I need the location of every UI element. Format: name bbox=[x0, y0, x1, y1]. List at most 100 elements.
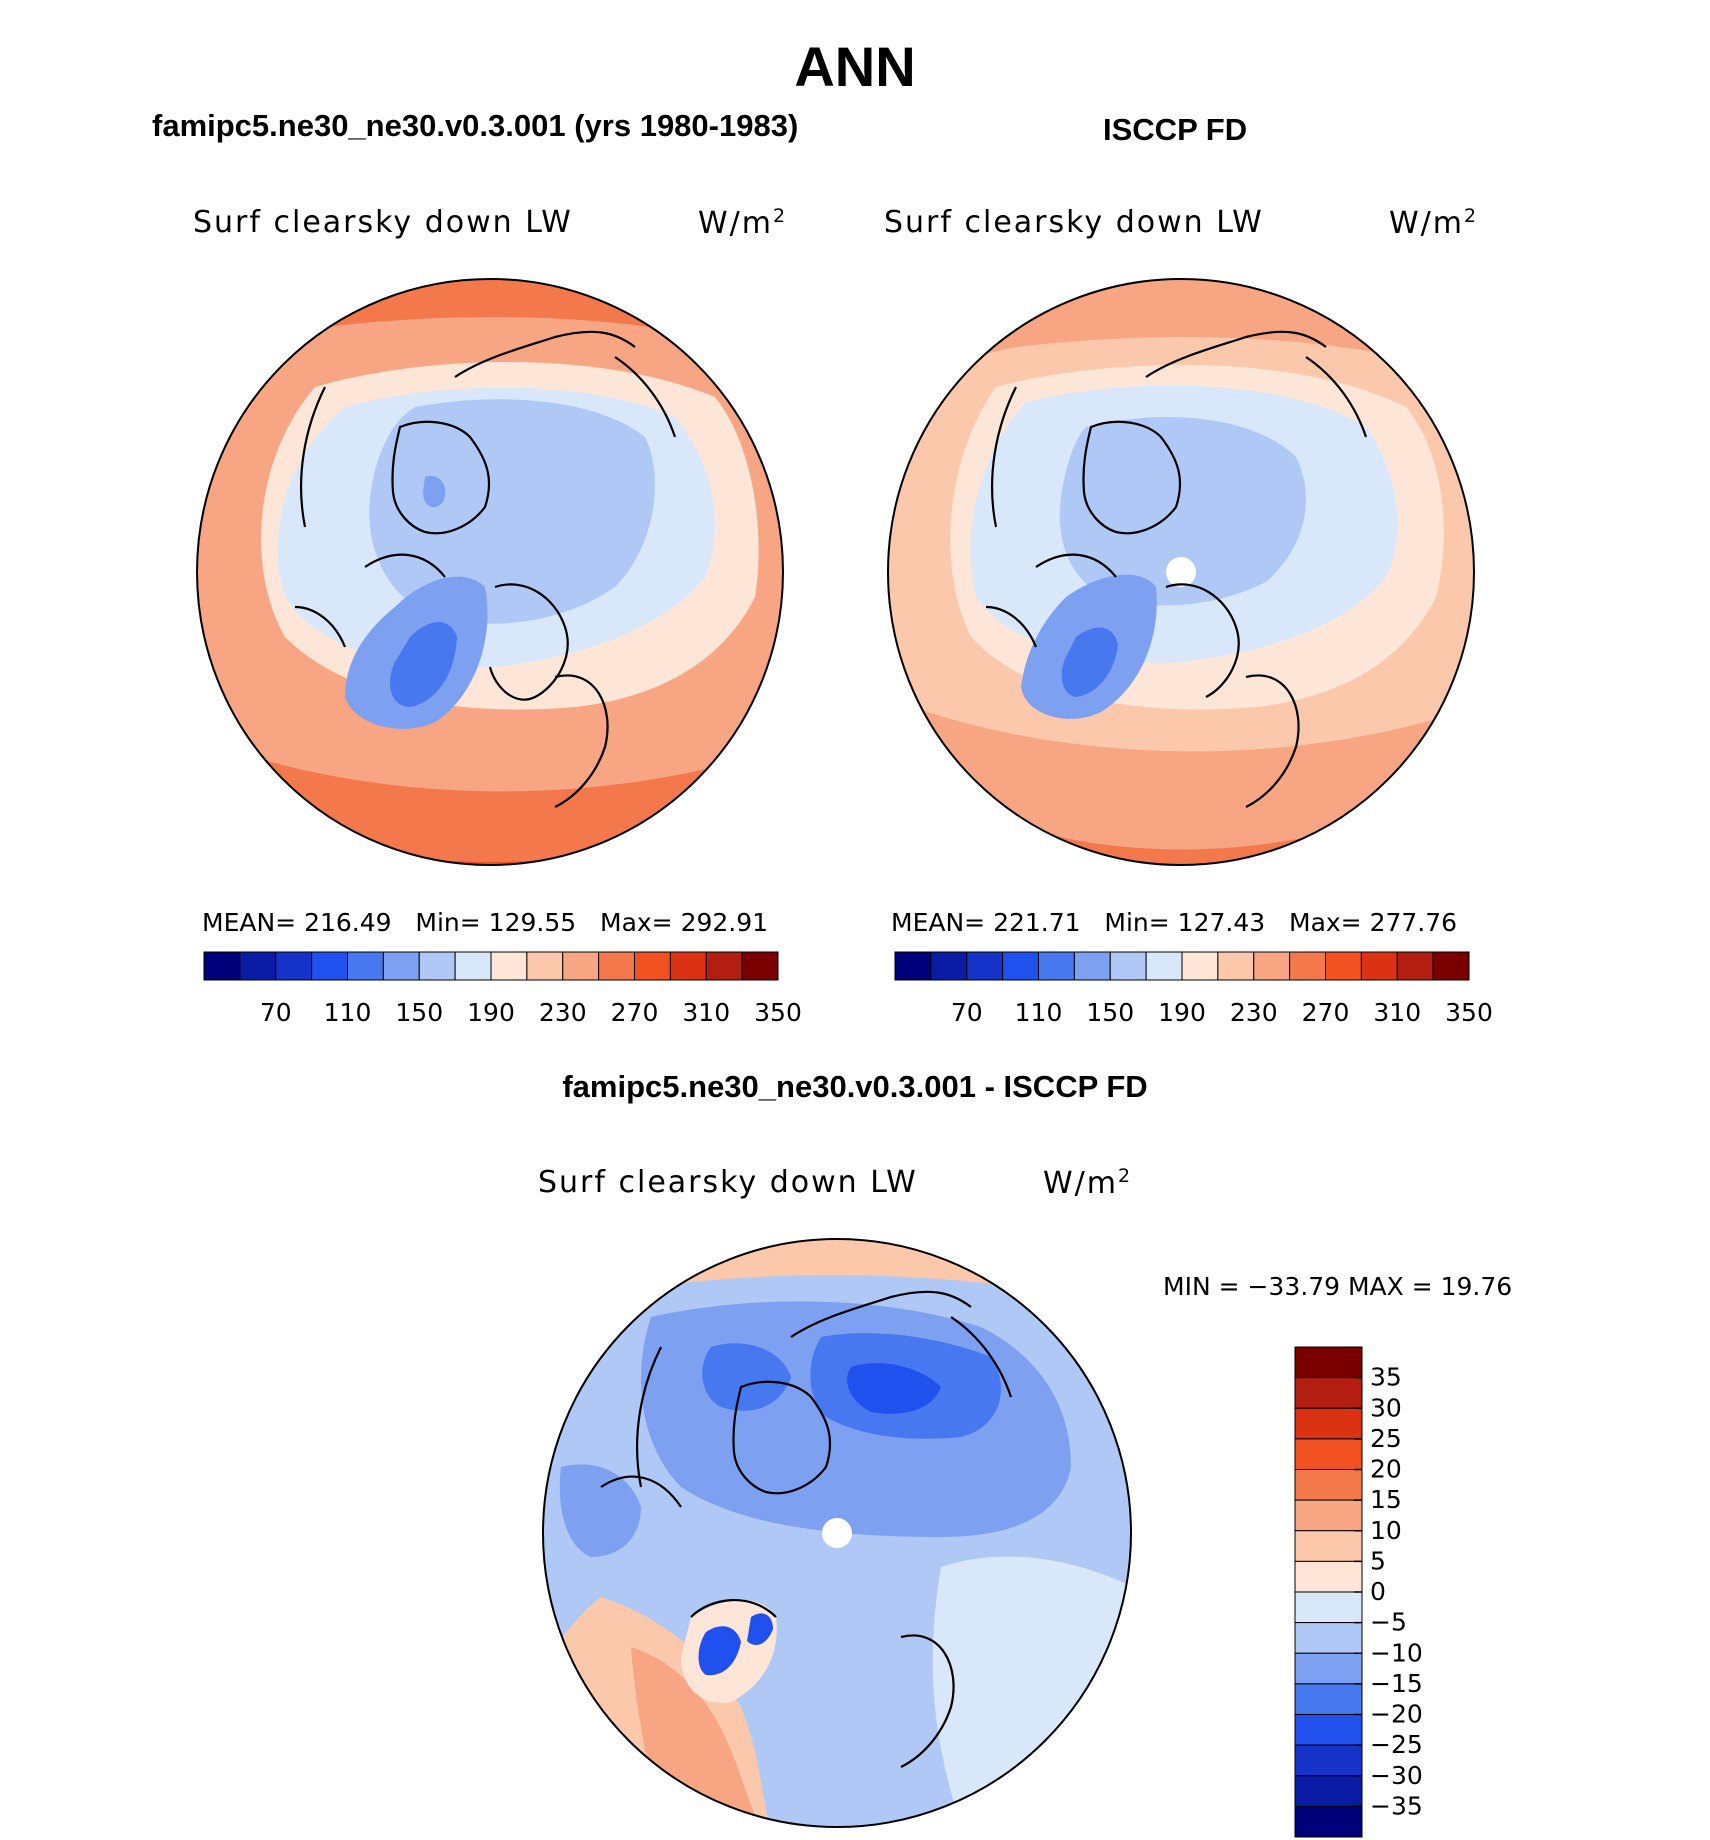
obs-colorbar-label: 190 bbox=[1158, 998, 1206, 1027]
diff-colorbar-swatch bbox=[1294, 1438, 1363, 1470]
diff-colorbar-label: 35 bbox=[1370, 1363, 1402, 1392]
diff-colorbar-swatch bbox=[1294, 1714, 1363, 1746]
diff-colorbar-label: −20 bbox=[1370, 1700, 1423, 1729]
diff-polar-map bbox=[542, 1238, 1132, 1828]
model-colorbar-label: 150 bbox=[395, 998, 443, 1027]
diff-colorbar-label: −5 bbox=[1370, 1608, 1407, 1637]
diff-panel-header: famipc5.ne30_ne30.v0.3.001 - ISCCP FD bbox=[562, 1069, 1148, 1104]
obs-colorbar-label: 270 bbox=[1302, 998, 1350, 1027]
model-colorbar-swatch bbox=[490, 951, 528, 981]
diff-colorbar-swatch bbox=[1294, 1622, 1363, 1654]
model-colorbar-swatch bbox=[203, 951, 241, 981]
model-units-label: W/m2 bbox=[698, 205, 788, 241]
diff-colorbar-label: 15 bbox=[1370, 1485, 1402, 1514]
model-polar-map bbox=[196, 278, 784, 866]
diff-colorbar-label: −35 bbox=[1370, 1791, 1423, 1820]
model-colorbar-label: 350 bbox=[754, 998, 802, 1027]
diff-colorbar-swatch bbox=[1294, 1560, 1363, 1593]
diff-colorbar-swatch bbox=[1294, 1469, 1363, 1501]
diff-variable-label: Surf clearsky down LW bbox=[538, 1165, 918, 1200]
model-colorbar-label: 310 bbox=[682, 998, 730, 1027]
model-variable-label: Surf clearsky down LW bbox=[193, 205, 573, 240]
obs-colorbar-swatch bbox=[1253, 951, 1291, 981]
obs-colorbar-swatch bbox=[1396, 951, 1434, 981]
diff-colorbar-label: −15 bbox=[1370, 1669, 1423, 1698]
model-colorbar-swatch bbox=[741, 951, 779, 981]
obs-units-label: W/m2 bbox=[1389, 205, 1479, 241]
obs-colorbar: 70 110 150 190 230 270 310 350 bbox=[894, 951, 1493, 1027]
diff-stats: MIN = −33.79 MAX = 19.76 bbox=[1163, 1272, 1513, 1301]
obs-colorbar-swatch bbox=[1073, 951, 1111, 981]
model-min: 129.55 bbox=[488, 908, 577, 937]
obs-colorbar-label: 350 bbox=[1445, 998, 1493, 1027]
obs-colorbar-swatch bbox=[1325, 951, 1362, 981]
diff-colorbar-swatch bbox=[1294, 1377, 1363, 1409]
obs-colorbar-swatch bbox=[1360, 951, 1398, 981]
model-max: 292.91 bbox=[680, 908, 769, 937]
obs-variable-label: Surf clearsky down LW bbox=[884, 205, 1264, 240]
obs-colorbar-label: 230 bbox=[1230, 998, 1278, 1027]
diff-colorbar-swatch bbox=[1294, 1407, 1363, 1440]
model-colorbar-swatch bbox=[275, 951, 313, 981]
diff-colorbar-swatch bbox=[1294, 1683, 1363, 1715]
model-colorbar-label: 70 bbox=[260, 998, 292, 1027]
diff-colorbar-label: 20 bbox=[1370, 1455, 1402, 1484]
obs-colorbar-swatch bbox=[1109, 951, 1147, 981]
diff-colorbar-swatch bbox=[1294, 1499, 1363, 1532]
obs-colorbar-swatch bbox=[1181, 951, 1219, 981]
model-colorbar-swatch bbox=[347, 951, 384, 981]
obs-colorbar-swatch bbox=[1002, 951, 1039, 981]
diff-colorbar-swatch bbox=[1294, 1346, 1363, 1379]
diff-colorbar-label: 0 bbox=[1370, 1577, 1386, 1606]
model-colorbar-swatch bbox=[705, 951, 743, 981]
obs-colorbar-swatch bbox=[1289, 951, 1326, 981]
diff-colorbar-label: 5 bbox=[1370, 1546, 1386, 1575]
diff-colorbar-label: 25 bbox=[1370, 1424, 1402, 1453]
model-colorbar-swatch bbox=[634, 951, 671, 981]
obs-colorbar-swatch bbox=[1038, 951, 1075, 981]
diff-colorbar-swatch bbox=[1294, 1530, 1363, 1562]
diff-units-label: W/m2 bbox=[1043, 1165, 1133, 1201]
model-colorbar-swatch bbox=[669, 951, 707, 981]
obs-colorbar-swatch bbox=[1432, 951, 1470, 981]
obs-colorbar-swatch bbox=[930, 951, 968, 981]
model-mean: 216.49 bbox=[304, 908, 392, 937]
obs-panel-header: ISCCP FD bbox=[1103, 112, 1248, 147]
obs-polar-map bbox=[887, 278, 1475, 866]
model-colorbar-label: 190 bbox=[467, 998, 515, 1027]
model-colorbar-label: 270 bbox=[611, 998, 659, 1027]
model-colorbar-swatch bbox=[454, 951, 492, 981]
model-colorbar-label: 230 bbox=[539, 998, 587, 1027]
model-colorbar-swatch bbox=[562, 951, 600, 981]
diff-colorbar-label: 30 bbox=[1370, 1393, 1402, 1422]
obs-colorbar-label: 110 bbox=[1015, 998, 1063, 1027]
obs-max: 277.76 bbox=[1369, 908, 1458, 937]
diff-colorbar-label: 10 bbox=[1370, 1516, 1402, 1545]
diff-colorbar-label: −25 bbox=[1370, 1730, 1423, 1759]
diff-colorbar-swatch bbox=[1294, 1775, 1363, 1807]
model-colorbar: 70 110 150 190 230 270 310 350 bbox=[203, 951, 802, 1027]
model-colorbar-label: 110 bbox=[324, 998, 372, 1027]
model-colorbar-swatch bbox=[526, 951, 564, 981]
obs-colorbar-swatch bbox=[966, 951, 1004, 981]
obs-stats: MEAN= 221.71 Min= 127.43 Max= 277.76 bbox=[891, 908, 1458, 937]
obs-colorbar-swatch bbox=[1217, 951, 1255, 981]
obs-colorbar-label: 150 bbox=[1086, 998, 1134, 1027]
obs-mean: 221.71 bbox=[993, 908, 1081, 937]
obs-colorbar-swatch bbox=[894, 951, 932, 981]
model-colorbar-swatch bbox=[382, 951, 420, 981]
diff-colorbar-swatch bbox=[1294, 1805, 1363, 1838]
model-colorbar-swatch bbox=[418, 951, 456, 981]
diff-colorbar-swatch bbox=[1294, 1652, 1363, 1685]
obs-colorbar-label: 70 bbox=[951, 998, 983, 1027]
model-colorbar-swatch bbox=[598, 951, 635, 981]
diff-colorbar-label: −10 bbox=[1370, 1638, 1423, 1667]
model-colorbar-swatch bbox=[239, 951, 277, 981]
obs-colorbar-swatch bbox=[1145, 951, 1183, 981]
diff-colorbar-swatch bbox=[1294, 1744, 1363, 1777]
diff-colorbar-label: −30 bbox=[1370, 1761, 1423, 1790]
page-title: ANN bbox=[794, 35, 916, 98]
obs-colorbar-label: 310 bbox=[1373, 998, 1421, 1027]
model-colorbar-swatch bbox=[311, 951, 348, 981]
